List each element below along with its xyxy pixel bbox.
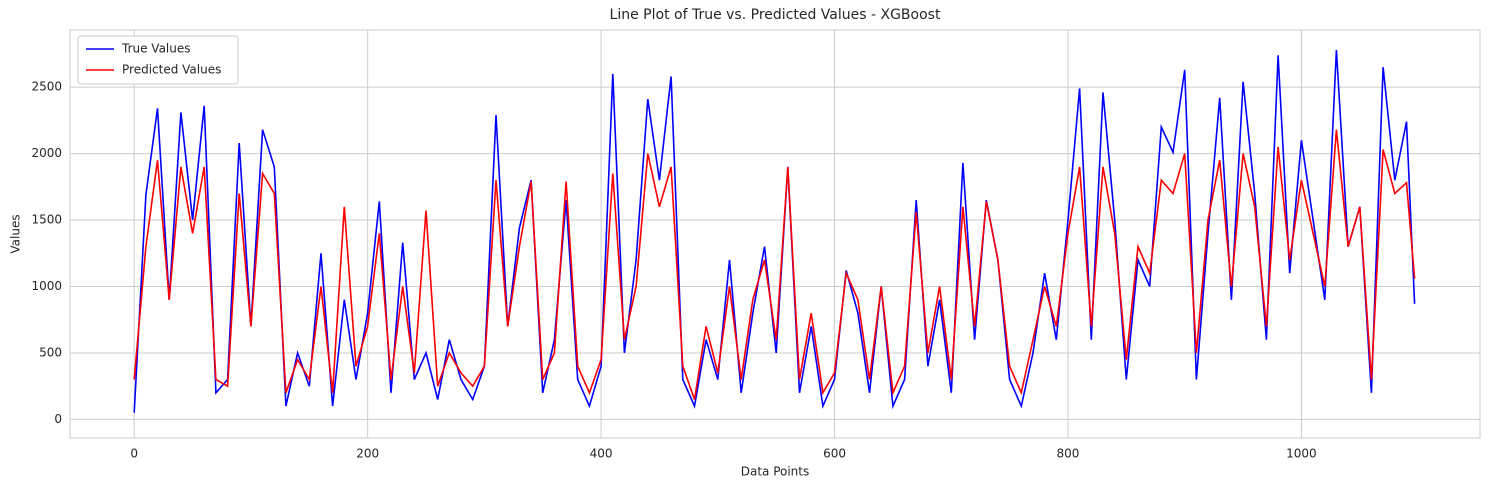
x-tick-label: 800	[1057, 447, 1080, 461]
x-tick-label: 200	[356, 447, 379, 461]
y-axis-label: Values	[9, 214, 23, 253]
legend-label: Predicted Values	[122, 63, 221, 77]
x-tick-label: 1000	[1286, 447, 1317, 461]
legend-label: True Values	[121, 42, 191, 56]
line-series	[133, 49, 1416, 413]
y-tick-label: 1000	[31, 279, 62, 293]
y-tick-label: 500	[39, 345, 62, 359]
legend: True Values Predicted Values	[77, 35, 239, 85]
x-axis-label: Data Points	[741, 465, 810, 479]
chart-title: Line Plot of True vs. Predicted Values -…	[610, 7, 941, 23]
x-tick-label: 400	[590, 447, 613, 461]
x-tick-label: 600	[823, 447, 846, 461]
y-tick-label: 2000	[31, 146, 62, 160]
y-tick-label: 1500	[31, 213, 62, 227]
x-tick-label: 0	[130, 447, 138, 461]
y-tick-label: 2500	[31, 80, 62, 94]
y-tick-label: 0	[54, 412, 62, 426]
plot-frame	[69, 29, 1481, 439]
legend-box	[77, 35, 239, 85]
line-series	[133, 129, 1416, 400]
